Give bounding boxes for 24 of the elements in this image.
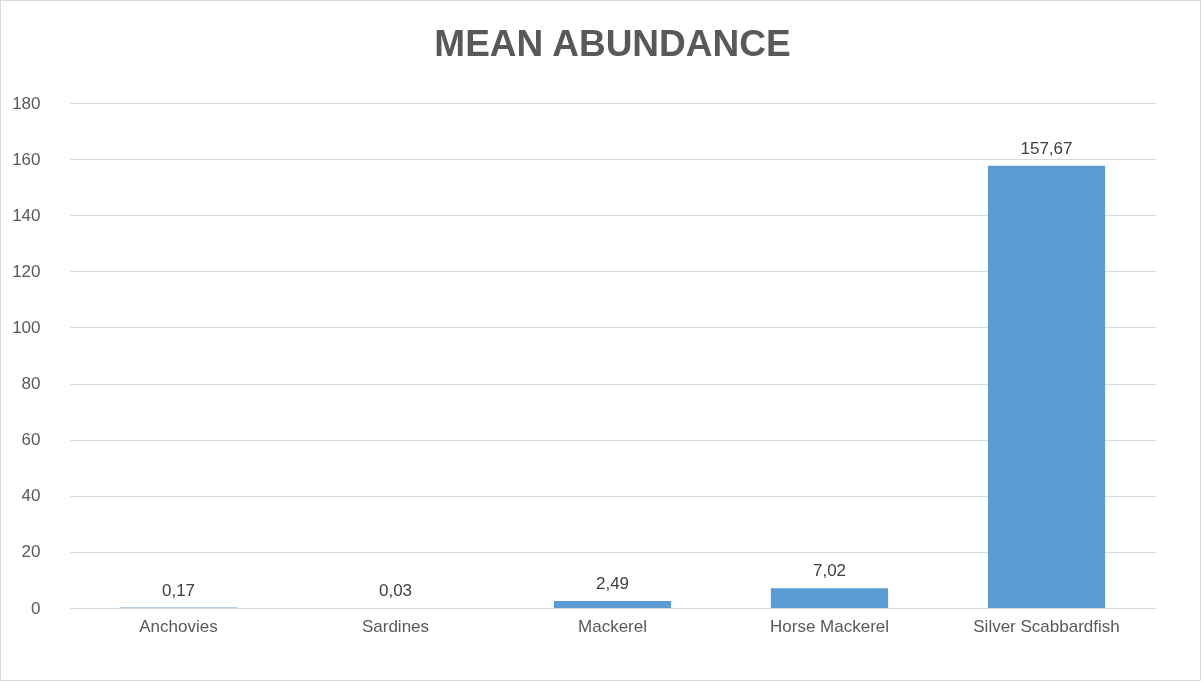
y-tick-label: 0 <box>31 598 41 618</box>
bar <box>553 601 672 608</box>
x-tick-label: Horse Mackerel <box>769 616 890 636</box>
y-tick-label: 160 <box>12 149 41 169</box>
y-tick-label: 60 <box>21 430 41 450</box>
x-tick-label: Silver Scabbardfish <box>973 616 1120 636</box>
data-label: 0,03 <box>378 580 413 600</box>
y-tick-label: 100 <box>12 317 41 337</box>
chart-title: MEAN ABUNDANCE <box>434 23 791 64</box>
bar <box>770 588 889 608</box>
y-tick-label: 20 <box>21 542 41 562</box>
y-tick-label: 180 <box>12 93 41 113</box>
data-label: 157,67 <box>1020 138 1073 158</box>
y-tick-label: 40 <box>21 486 41 506</box>
data-label: 0,17 <box>161 580 196 600</box>
y-tick-label: 140 <box>12 205 41 225</box>
bar <box>987 165 1106 608</box>
y-tick-label: 80 <box>21 374 41 394</box>
x-tick-label: Mackerel <box>578 616 647 636</box>
data-label: 2,49 <box>595 574 630 594</box>
y-tick-label: 120 <box>12 261 41 281</box>
data-label: 7,02 <box>812 561 847 581</box>
x-tick-label: Sardines <box>361 616 430 636</box>
x-tick-label: Anchovies <box>139 616 218 636</box>
